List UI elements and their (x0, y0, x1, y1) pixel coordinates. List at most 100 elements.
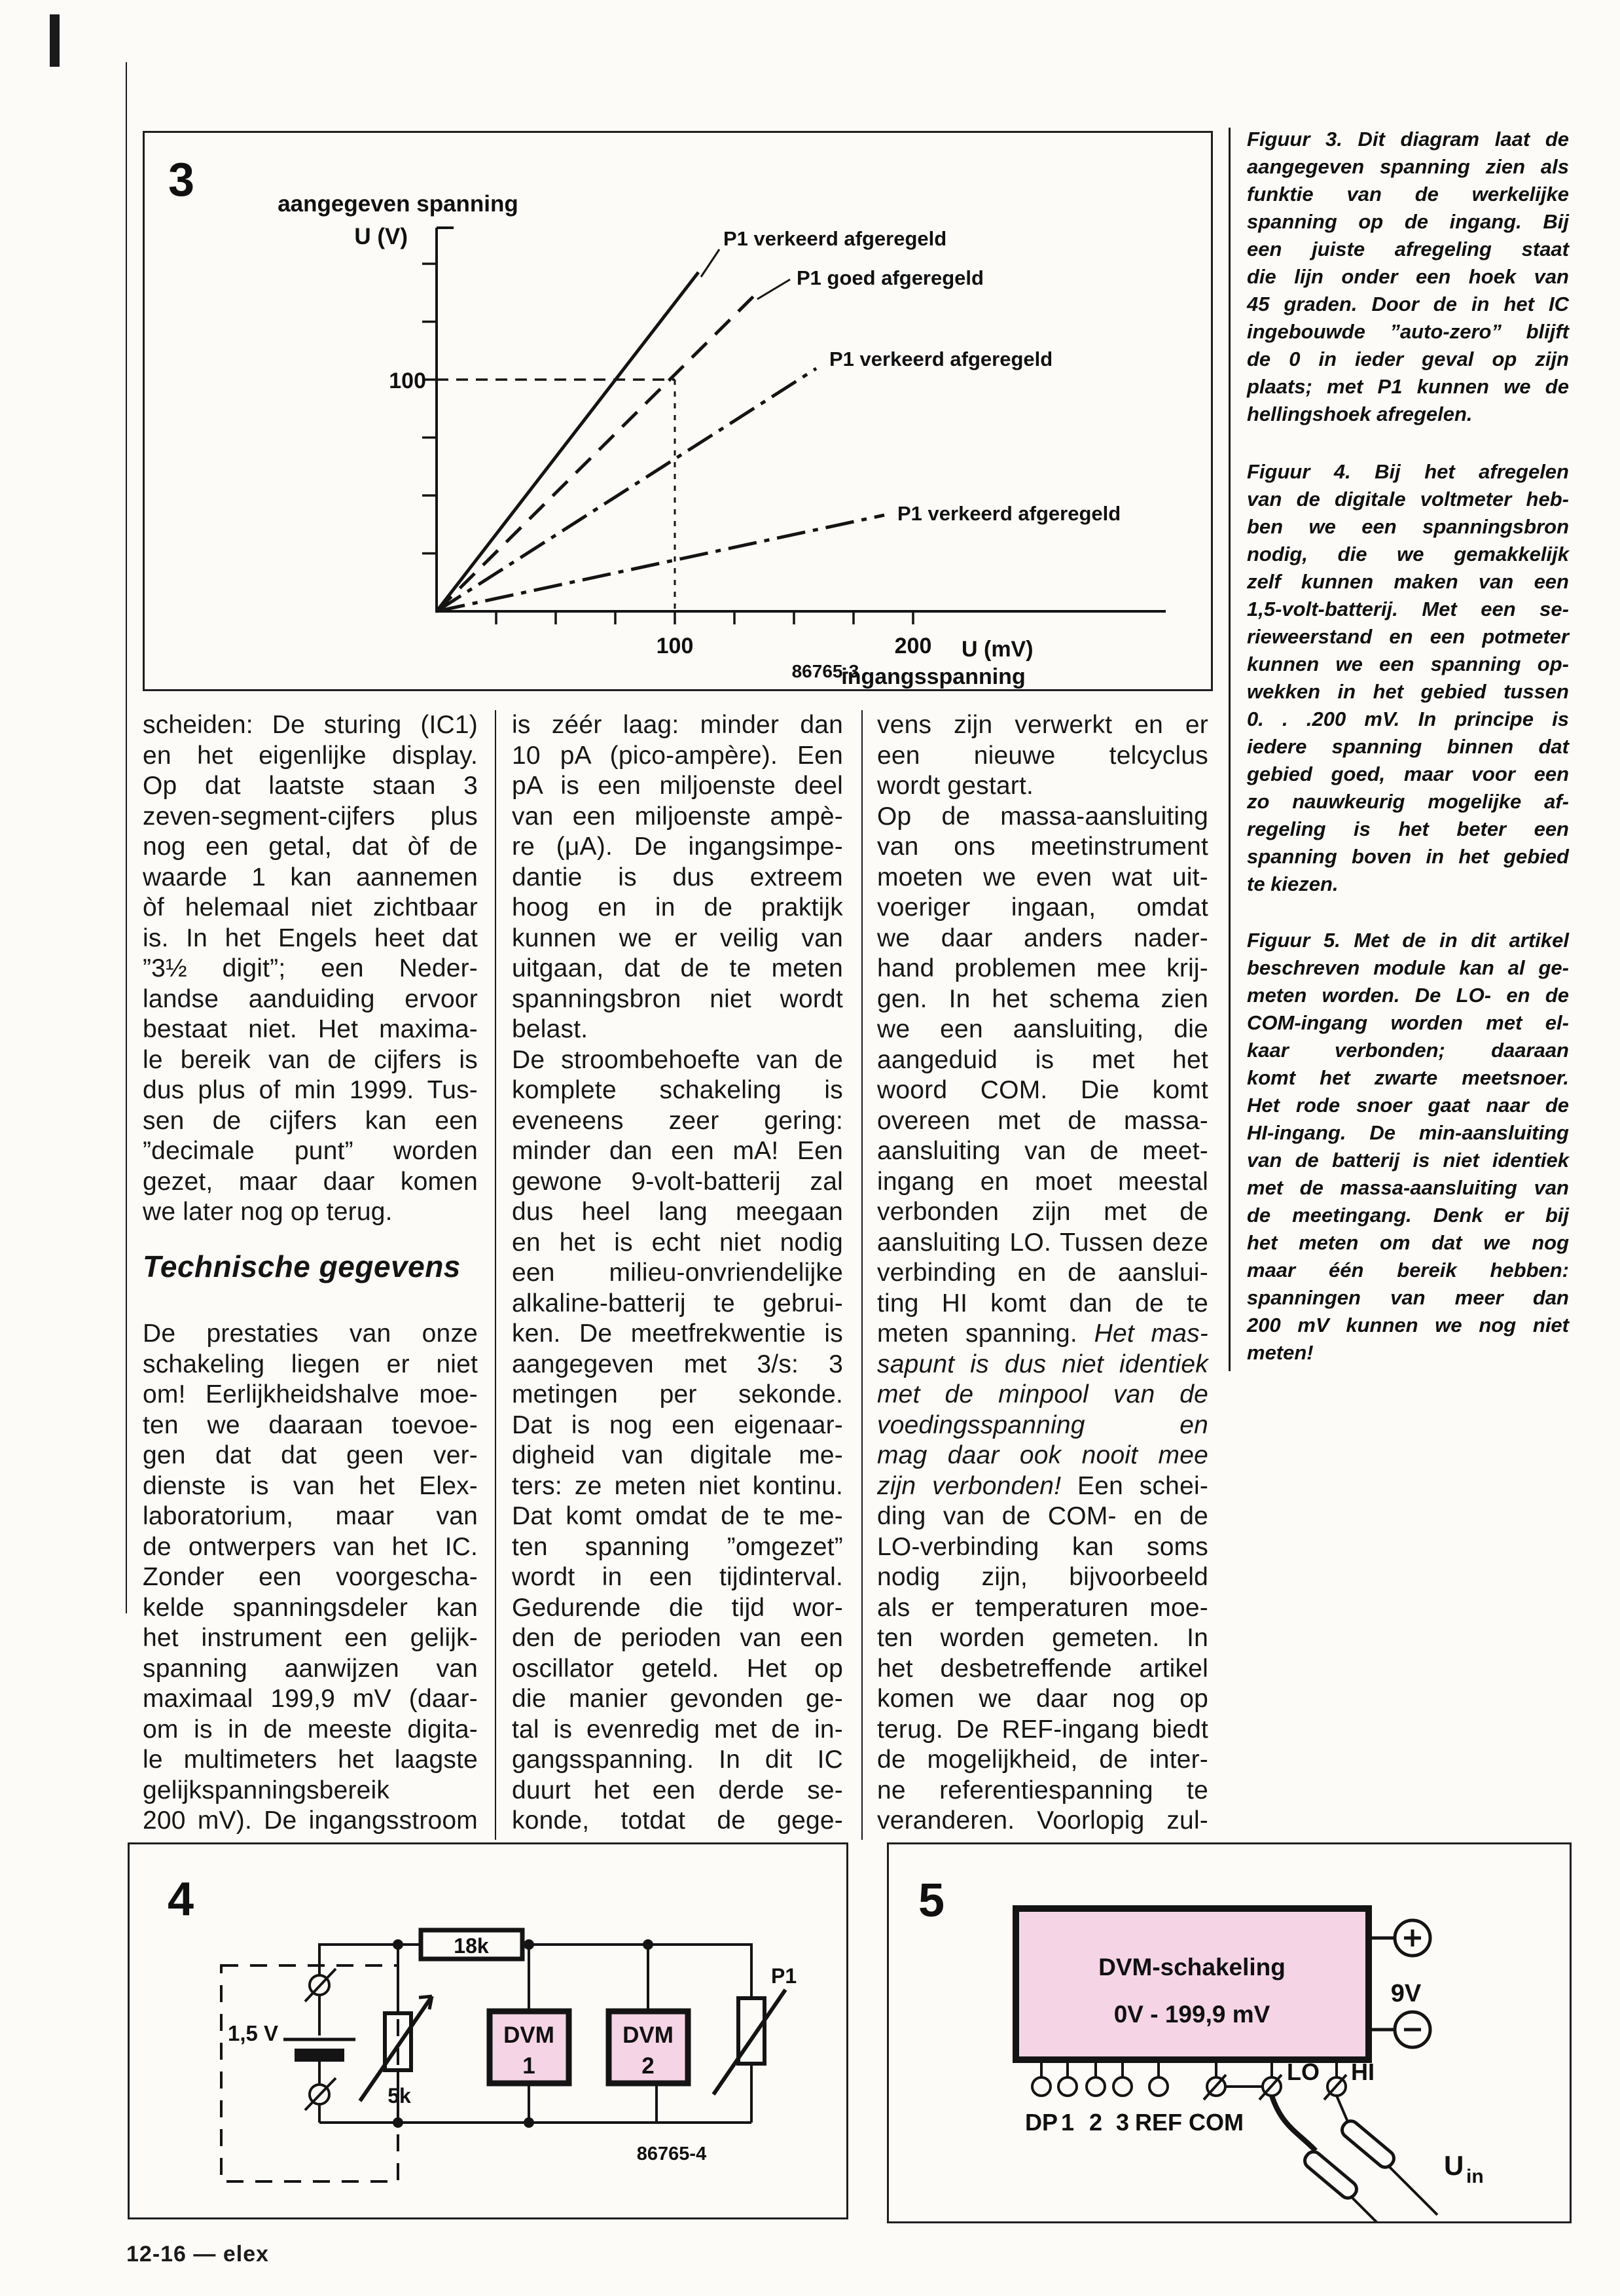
text-line: 45 graden. Door de in het IC (1247, 293, 1569, 315)
text-line: regeling is het beter een (1247, 817, 1569, 840)
text-line: met de massa-aansluiting van (1247, 1176, 1569, 1199)
body-column-1a: scheiden: De sturing (IC1) en het eigenli… (143, 710, 478, 1228)
series-label-1: P1 verkeerd afgeregeld (723, 227, 946, 250)
figure4-schematic: 4 1,5 V 18k (168, 1873, 797, 2183)
uin-subscript: in (1466, 2166, 1484, 2187)
body-column-2: is zéér laag: minder dan 10 pA (pico-ampè… (512, 710, 843, 1837)
text-line: le multimeters het laagste (143, 1746, 478, 1774)
text-line: van ons meetinstrument (877, 833, 1208, 861)
text-line: aangegeven met 3/s: 3 (512, 1350, 843, 1378)
text-line: voedingsspanning en (877, 1410, 1208, 1439)
text-line: verbinding en de aanslui- (877, 1259, 1208, 1287)
text-line: ”3½ digit”; een Neder- (143, 954, 478, 982)
text-line: uitgaan, dat de te meten (512, 954, 843, 982)
text-line: minder dan een mA! Een (512, 1137, 843, 1165)
figure3-chart: 3 aangegeven spanning U (V) P1 verkeerd … (168, 154, 1166, 689)
sidebar-caption-figure-5: Figuur 5. Met de in dit artikel beschreve… (1247, 927, 1569, 1367)
text-line: beschreven module kan al ge- (1247, 956, 1569, 979)
chart-x-axis-label: U (mV) (962, 637, 1034, 662)
figure3-number: 3 (168, 154, 194, 206)
terminal-ref (1148, 2076, 1169, 2097)
text-line: metingen per sekonde. (512, 1380, 843, 1408)
text-line: nodig zijn, bijvoorbeeld (877, 1563, 1208, 1591)
series-label-3: P1 verkeerd afgeregeld (829, 348, 1053, 370)
text-line: om is in de meeste digita- (143, 1715, 478, 1744)
terminal-stub-wires (1040, 2060, 1338, 2077)
text-line: spanning aanwijzen van (143, 1654, 478, 1683)
terminal-1 (1057, 2076, 1078, 2097)
text-line: woord COM. Die komt (877, 1076, 1208, 1104)
text-line: digheid van digitale me- (512, 1441, 843, 1469)
text-line: 10 pA (pico-ampère). Een (512, 741, 843, 770)
chart-x-axis-label-2: ingangsspanning (841, 664, 1025, 689)
text-line: ting HI komt dan de te (877, 1289, 1208, 1318)
text-line: oscillator geteld. Het op (512, 1654, 843, 1683)
wire-battery-to-resistor (318, 1943, 421, 1975)
text-line: komplete schakeling is (512, 1076, 843, 1104)
label-hi: HI (1351, 2058, 1375, 2085)
label-dp: DP (1025, 2109, 1058, 2136)
text-line: een nieuwe telcyclus (877, 741, 1208, 770)
page-footer: 12-16 — elex (126, 2242, 270, 2267)
body-column-1b: De prestaties van onze schakeling liegen … (143, 1319, 478, 1837)
potmeter-5k-arrowhead (418, 1994, 434, 2010)
sidebar-caption-figure-3: Figuur 3. Dit diagram laat de aangegeven … (1247, 126, 1569, 428)
text-line: maar één bereik hebben: (1247, 1259, 1569, 1282)
text-line: ”decimale punt” worden (143, 1137, 478, 1165)
text-line: als er temperaturen moe- (877, 1593, 1208, 1622)
figure5-number: 5 (918, 1874, 945, 1927)
dvm-module-range: 0V - 199,9 mV (1114, 2001, 1270, 2028)
text-line: zelf kunnen maken van een (1247, 570, 1569, 593)
text-line: komen we daar nog op (877, 1685, 1208, 1713)
text-line: dantie is dus extreem (512, 863, 843, 891)
text-line: ten worden gemeten. In (877, 1624, 1208, 1652)
supply-voltage-label: 9V (1391, 1980, 1422, 2007)
text-line: rieweerstand en een potmeter (1247, 625, 1569, 648)
probe-icon-red-lead (1341, 2119, 1395, 2169)
text-line: de ontwerpers van het IC. (143, 1532, 478, 1561)
terminal-3 (1112, 2076, 1133, 2097)
text-line: gen dat dat geen ver- (143, 1441, 478, 1469)
text-line: laboratorium, maar van (143, 1502, 478, 1530)
text-line: mag daar ook nooit mee (877, 1441, 1208, 1469)
text-line: meten spanning. Het mas- (877, 1319, 1208, 1348)
text-line: 1,5-volt-batterij. Met een se- (1247, 598, 1569, 620)
red-lead-wire (1335, 2095, 1350, 2124)
text-line: wordt gestart. (877, 772, 1034, 800)
text-line: van de digitale voltmeter heb- (1247, 488, 1569, 511)
text-line: den de perioden van een (512, 1624, 843, 1652)
column-rule-1 (495, 710, 496, 1840)
potmeter-5k-wiper-arrow (358, 1995, 434, 2102)
potmeter-5k-label: 5k (387, 2084, 411, 2108)
text-line: verbonden zijn met de (877, 1198, 1208, 1226)
dvm1-title: DVM (503, 2022, 554, 2048)
text-line: zijn verbonden! Een schei- (877, 1471, 1209, 1500)
dvm2-number: 2 (641, 2053, 654, 2079)
text-line: aangeduid is met het (877, 1045, 1208, 1074)
text-line: aansluiting LO. Tussen deze (877, 1228, 1208, 1257)
minus-terminal-icon (1393, 2010, 1432, 2049)
text-line: iedere spanning binnen dat (1247, 735, 1569, 758)
text-line: een juiste afregeling staat (1247, 238, 1569, 260)
dvm-module-box (1013, 1905, 1372, 2063)
chart-y-ticks (422, 262, 437, 555)
black-lead-wire (1269, 2094, 1318, 2153)
dvm1-number: 1 (522, 2053, 535, 2079)
terminal-com-tail (1202, 2073, 1227, 2101)
page-trim-mark (50, 14, 60, 67)
text-line: overeen met de massa- (877, 1106, 1208, 1135)
text-line: sapunt is dus niet identiek (877, 1350, 1208, 1378)
figure3-box: 3 aangegeven spanning U (V) P1 verkeerd … (143, 131, 1213, 691)
figure5-box: 5 DVM-schakeling 0V - 199,9 mV 9V (887, 1842, 1572, 2246)
text-line: de 0 in ieder geval op zijn (1247, 348, 1569, 370)
potmeter-p1-label: P1 (771, 1964, 797, 1988)
figure4-box: 4 1,5 V 18k (128, 1842, 848, 2219)
text-line: sen de cijfers kan een (143, 1106, 478, 1135)
text-line: Op de massa-aansluiting (877, 802, 1208, 831)
text-line: een milieu-onvriendelijke (512, 1259, 843, 1287)
wire-drops-to-dvms (528, 1945, 649, 2011)
label-leader-1 (700, 249, 721, 278)
sidebar-caption-figure-4: Figuur 4. Bij het afregelen van de digita… (1247, 458, 1569, 898)
series-line-steep-solid (435, 271, 700, 613)
text-line: gelijkspanningsbereik (143, 1776, 390, 1804)
